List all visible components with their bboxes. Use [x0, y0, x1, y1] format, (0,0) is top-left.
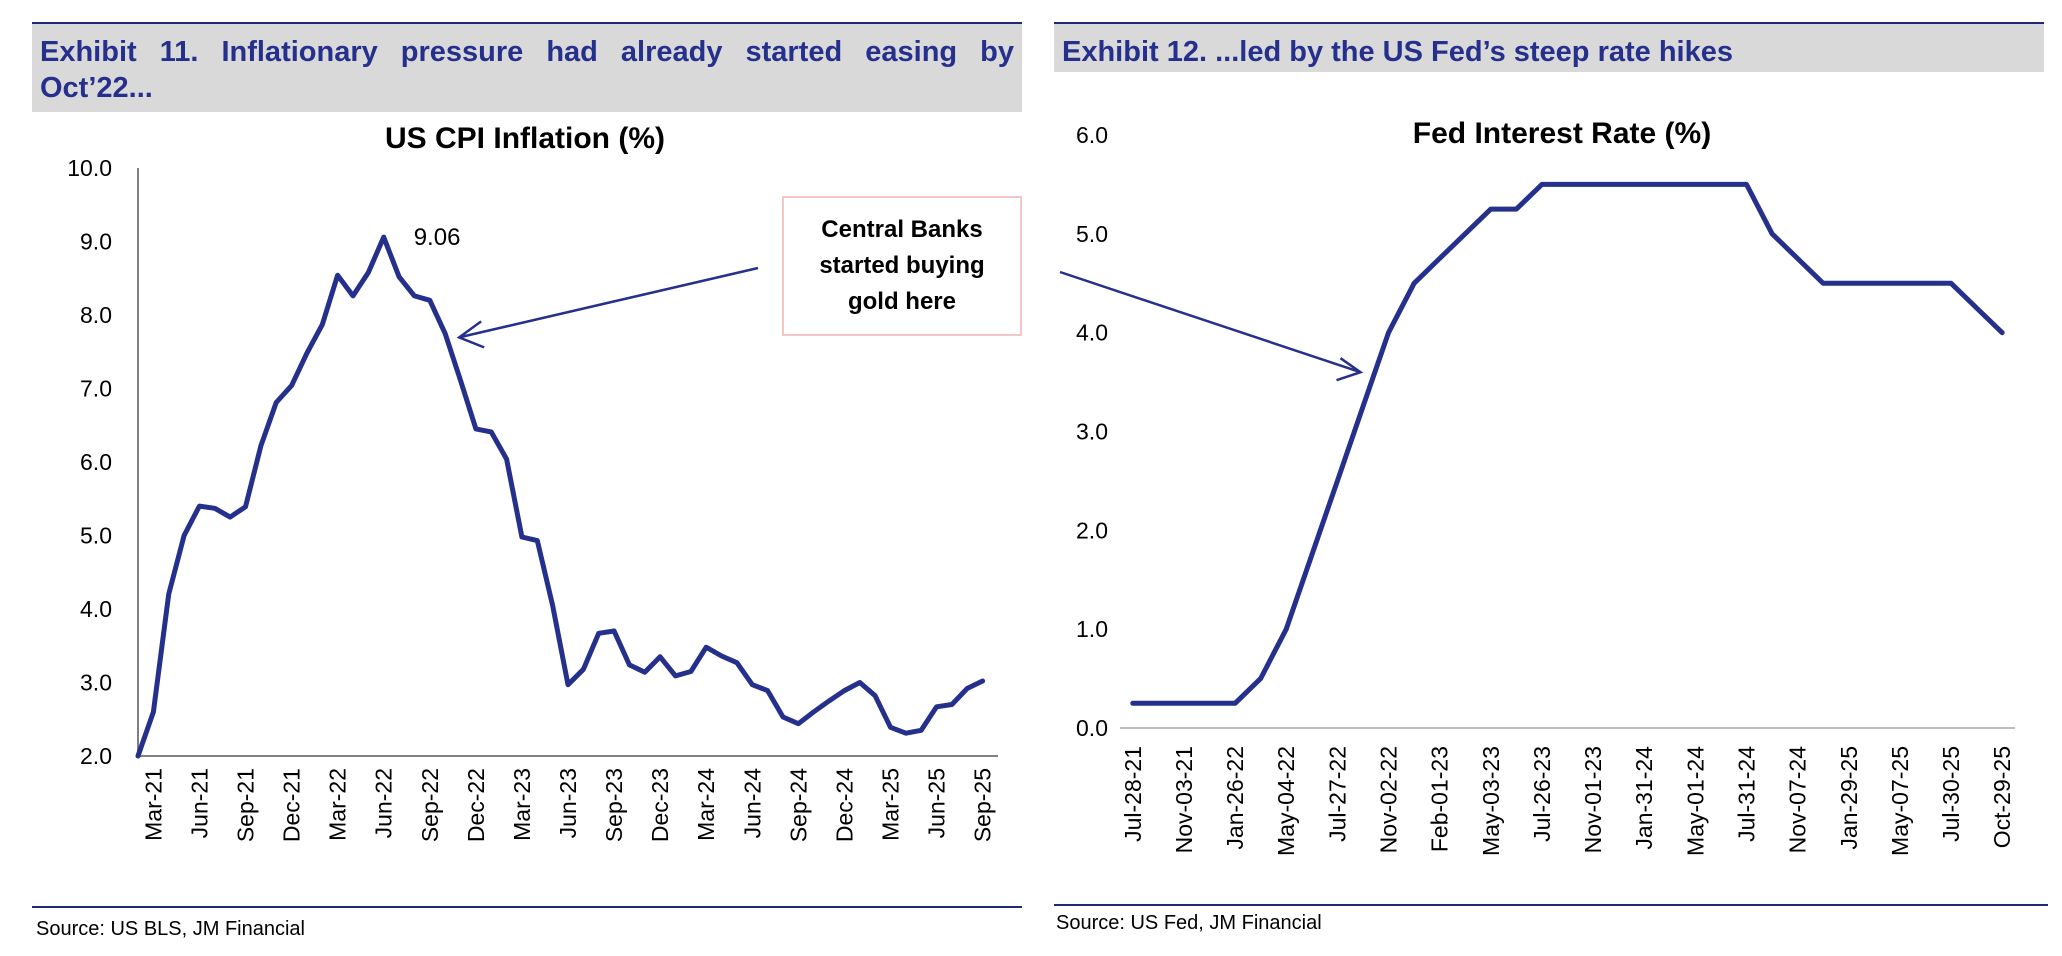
y-tick-label: 6.0 — [80, 449, 112, 475]
source-divider — [1054, 904, 2048, 906]
rate-arrowhead — [1336, 357, 1364, 382]
y-tick-label: 2.0 — [1076, 517, 1108, 543]
x-tick-label: Sep-25 — [970, 768, 996, 842]
source-note: Source: US BLS, JM Financial — [36, 918, 305, 940]
panel-cpi-inflation: Exhibit 11. Inflationary pressure had al… — [0, 0, 1030, 956]
peak-data-label: 9.06 — [414, 224, 461, 251]
x-tick-label: Mar-21 — [140, 768, 166, 841]
y-tick-label: 3.0 — [1076, 419, 1108, 445]
x-tick-label: Jul-31-24 — [1734, 746, 1760, 842]
x-tick-label: Jun-24 — [739, 768, 765, 839]
x-tick-label: Oct-29-25 — [1989, 746, 2015, 848]
x-tick-label: Feb-01-23 — [1427, 746, 1453, 852]
y-tick-label: 6.0 — [1076, 122, 1108, 148]
y-tick-label: 10.0 — [67, 155, 112, 181]
x-tick-label: Jul-30-25 — [1938, 746, 1964, 842]
panel-fed-rate: Exhibit 12. ...led by the US Fed’s steep… — [1030, 0, 2062, 956]
x-tick-label: Dec-23 — [647, 768, 673, 842]
exhibit-12-title: Exhibit 12. ...led by the US Fed’s steep… — [1054, 22, 2044, 72]
x-tick-label: May-07-25 — [1887, 746, 1913, 856]
x-tick-label: Jan-29-25 — [1836, 746, 1862, 850]
y-tick-label: 9.0 — [80, 229, 112, 255]
x-tick-label: Jul-26-23 — [1529, 746, 1555, 842]
y-tick-label: 5.0 — [80, 523, 112, 549]
y-tick-label: 0.0 — [1076, 715, 1108, 741]
x-tick-label: Sep-24 — [785, 768, 811, 842]
fed-rate-chart: Fed Interest Rate (%) 0.0 1.0 2.0 3.0 4.0 5.0 6… — [1059, 117, 2015, 856]
y-tick-label: 1.0 — [1076, 616, 1108, 642]
chart-title: Fed Interest Rate (%) — [1413, 117, 1711, 150]
y-tick-label: 4.0 — [1076, 320, 1108, 346]
x-tick-label: Nov-02-22 — [1376, 746, 1402, 853]
x-tick-label: Dec-24 — [831, 768, 857, 842]
x-tick-label: Mar-22 — [325, 768, 351, 841]
callout-arrow — [458, 266, 759, 339]
y-tick-label: 5.0 — [1076, 221, 1108, 247]
x-tick-label: Sep-22 — [417, 768, 443, 842]
x-tick-label: Jun-25 — [924, 768, 950, 838]
callout-arrowhead — [456, 320, 485, 349]
x-tick-label: Nov-01-23 — [1580, 746, 1606, 853]
x-tick-label: Sep-23 — [601, 768, 627, 842]
central-banks-callout: Central Banks started buying gold here — [782, 196, 1022, 336]
cpi-series-line — [135, 234, 986, 759]
exhibit-11-title: Exhibit 11. Inflationary pressure had al… — [32, 22, 1022, 112]
fed-rate-series-line — [1130, 181, 2005, 706]
source-note: Source: US Fed, JM Financial — [1056, 912, 1322, 934]
chart-title: US CPI Inflation (%) — [385, 122, 665, 155]
y-tick-label: 3.0 — [80, 670, 112, 696]
y-tick-label: 7.0 — [80, 376, 112, 402]
y-tick-label: 4.0 — [80, 596, 112, 622]
cpi-inflation-chart: US CPI Inflation (%) 2.0 3.0 4.0 5.0 6.0 7.0 8.… — [67, 122, 998, 842]
x-tick-label: Nov-07-24 — [1785, 746, 1811, 854]
x-tick-label: Sep-21 — [233, 768, 259, 842]
x-tick-label: Jun-22 — [371, 768, 397, 838]
x-tick-label: May-04-22 — [1273, 746, 1299, 856]
x-tick-label: Jul-28-21 — [1120, 746, 1146, 842]
x-tick-label: Jun-23 — [555, 768, 581, 838]
x-tick-label: Nov-03-21 — [1171, 746, 1197, 853]
x-tick-label: Dec-21 — [279, 768, 305, 842]
x-tick-label: Dec-22 — [463, 768, 489, 842]
rate-arrow — [1059, 270, 1361, 374]
x-tick-label: Mar-24 — [693, 768, 719, 841]
x-tick-label: Mar-23 — [509, 768, 535, 841]
x-tick-label: Mar-25 — [878, 768, 904, 841]
x-tick-label: Jul-27-22 — [1324, 746, 1350, 842]
y-tick-label: 8.0 — [80, 302, 112, 328]
x-tick-label: May-03-23 — [1478, 746, 1504, 856]
source-divider — [32, 906, 1022, 908]
y-tick-label: 2.0 — [80, 743, 112, 769]
x-tick-label: Jan-31-24 — [1631, 746, 1657, 850]
x-tick-label: May-01-24 — [1682, 746, 1708, 856]
x-tick-label: Jan-26-22 — [1222, 746, 1248, 850]
x-tick-label: Jun-21 — [186, 768, 212, 838]
